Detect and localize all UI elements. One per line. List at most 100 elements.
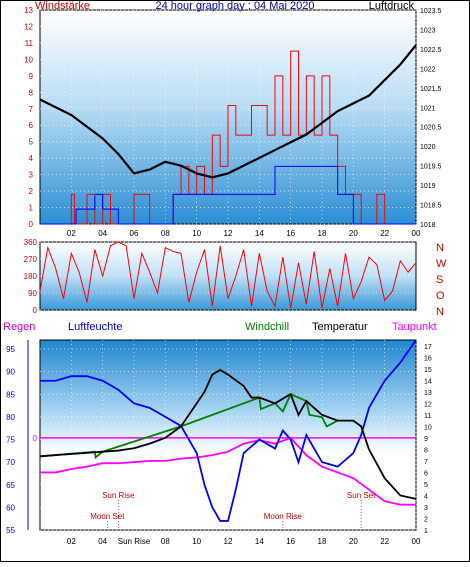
rain-axis-label: Regen: [3, 321, 35, 333]
x-tick-label: 18: [318, 229, 327, 238]
humidity-tick-label: 70: [6, 458, 15, 467]
pressure-tick-label: 1021.5: [420, 86, 442, 93]
wind-tick-label: 0: [29, 220, 34, 229]
compass-tick-label: O: [436, 290, 445, 302]
x-tick-label: 12: [224, 229, 233, 238]
wind-tick-label: 10: [24, 55, 33, 64]
series-wind-direction: [39, 241, 417, 309]
wind-tick-label: 5: [29, 138, 34, 147]
pressure-axis-label: Luftdruck: [369, 0, 415, 12]
humidity-tick-label: 65: [6, 481, 15, 490]
wind-tick-label: 2: [29, 187, 34, 196]
temperature-tick-label: 17: [424, 344, 432, 351]
direction-tick-label: 90: [28, 289, 37, 298]
humidity-tick-label: 60: [6, 503, 15, 512]
x-tick-label: 10: [192, 537, 201, 546]
top-axis-ticks: 01234567891011121310181018.510191019.510…: [24, 6, 441, 238]
series-luftfeuchte: [40, 339, 417, 522]
legend-dewpoint: Taupunkt: [392, 321, 437, 333]
pressure-tick-label: 1023.5: [420, 8, 442, 15]
wind-tick-label: 4: [29, 154, 34, 163]
temperature-tick-label: 3: [424, 505, 428, 512]
temperature-tick-label: 8: [424, 447, 428, 454]
temperature-tick-label: 14: [424, 378, 432, 385]
pressure-tick-label: 1020: [420, 144, 436, 151]
direction-tick-label: 0: [33, 306, 38, 315]
pressure-tick-label: 1018.5: [420, 203, 442, 210]
mid-grid: [40, 241, 416, 311]
temperature-tick-label: 9: [424, 436, 428, 443]
humidity-axis-label: Luftfeuchte: [68, 321, 122, 333]
x-tick-label: 18: [318, 537, 327, 546]
legend-windchill: Windchill: [245, 321, 289, 333]
direction-tick-label: 270: [24, 255, 38, 264]
wind-tick-label: 8: [29, 88, 34, 97]
temperature-tick-label: 6: [424, 470, 428, 477]
compass-tick-label: N: [436, 306, 444, 318]
temperature-tick-label: 12: [424, 401, 432, 408]
series-temperatur: [39, 368, 417, 500]
x-tick-label: 06: [130, 229, 139, 238]
compass-tick-label: W: [436, 258, 447, 270]
temperature-tick-label: 13: [424, 390, 432, 397]
wind-axis-label: Windstärke: [35, 0, 90, 12]
temperature-tick-label: 15: [424, 367, 432, 374]
x-tick-label: 10: [192, 229, 201, 238]
annotation-label: Sun Set: [347, 491, 376, 500]
x-tick-label: Sun Rise: [118, 537, 151, 546]
x-tick-label: 02: [67, 537, 76, 546]
wind-tick-label: 3: [29, 171, 34, 180]
x-tick-label: 16: [286, 229, 295, 238]
x-tick-label: 22: [380, 537, 389, 546]
humidity-tick-label: 80: [6, 413, 15, 422]
wind-tick-label: 13: [24, 6, 33, 15]
wind-tick-label: 1: [29, 204, 34, 213]
pressure-tick-label: 1020.5: [420, 125, 442, 132]
humidity-tick-label: 95: [6, 345, 15, 354]
x-tick-label: 22: [380, 229, 389, 238]
temperature-tick-label: 16: [424, 355, 432, 362]
compass-tick-label: N: [436, 242, 444, 254]
humidity-tick-label: 55: [6, 526, 15, 535]
temperature-tick-label: 7: [424, 459, 428, 466]
direction-tick-label: 360: [24, 238, 38, 247]
x-tick-label: 04: [98, 229, 107, 238]
humidity-tick-label: 90: [6, 368, 15, 377]
x-tick-label: 14: [255, 537, 264, 546]
pressure-tick-label: 1019.5: [420, 164, 442, 171]
bottom-grid: [40, 340, 417, 531]
pressure-tick-label: 1018: [420, 222, 436, 229]
x-tick-label: 02: [67, 229, 76, 238]
humidity-tick-label: 85: [6, 390, 15, 399]
pressure-tick-label: 1022: [420, 66, 436, 73]
chart-title: 24 hour graph day : 04 Mai 2020: [155, 0, 314, 12]
series-taupunkt: [40, 436, 416, 506]
humidity-tick-label: 75: [6, 436, 15, 445]
rain-zero-label: 0: [33, 434, 38, 443]
x-tick-label: 04: [98, 537, 107, 546]
sun-moon-annotations: Sun Rise Sun Set Moon Set Moon Rise: [90, 491, 376, 530]
bottom-axis-ticks: 5560657075808590951234567891011121314151…: [6, 340, 432, 546]
series-windstrke: [40, 50, 416, 225]
wind-tick-label: 9: [29, 72, 34, 81]
x-tick-label: 20: [349, 537, 358, 546]
temperature-tick-label: 2: [424, 516, 428, 523]
x-tick-label: 08: [161, 229, 170, 238]
bottom-series: [39, 339, 417, 522]
x-tick-label: 16: [286, 537, 295, 546]
wind-tick-label: 11: [25, 39, 34, 48]
annotation-label: Moon Rise: [264, 512, 303, 521]
annotation-label: Sun Rise: [102, 491, 135, 500]
pressure-tick-label: 1023: [420, 27, 436, 34]
compass-tick-label: S: [436, 274, 443, 286]
x-tick-label: 00: [412, 537, 421, 546]
temperature-tick-label: 5: [424, 482, 428, 489]
temperature-tick-label: 10: [424, 424, 432, 431]
pressure-tick-label: 1022.5: [420, 47, 442, 54]
x-tick-label: 08: [161, 537, 170, 546]
x-tick-label: 20: [349, 229, 358, 238]
temperature-tick-label: 11: [424, 413, 431, 420]
